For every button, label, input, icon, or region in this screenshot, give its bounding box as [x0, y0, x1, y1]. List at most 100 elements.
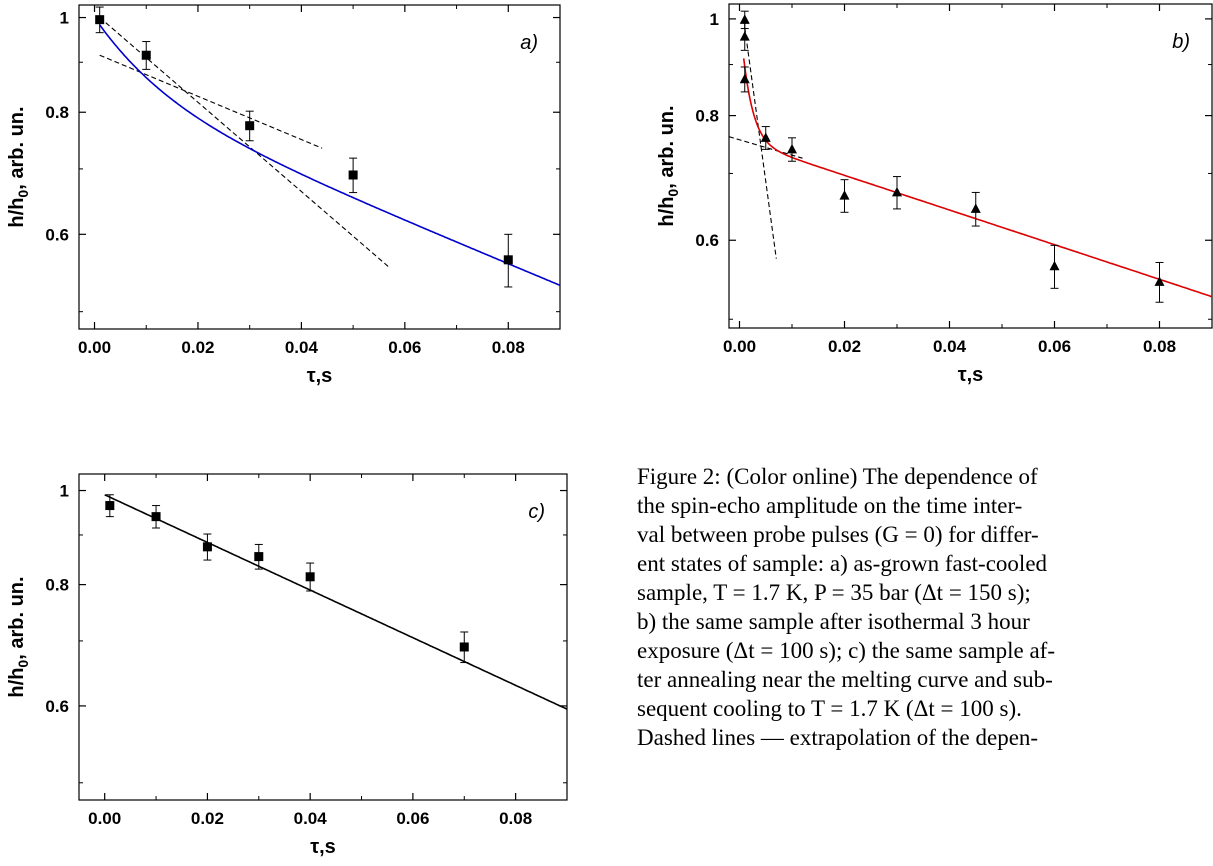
- data-point: [459, 631, 469, 664]
- x-tick-label: 0.04: [294, 809, 328, 828]
- square-marker: [245, 121, 255, 131]
- x-axis-label: τ,s: [958, 364, 984, 386]
- x-tick-label: 0.06: [396, 809, 429, 828]
- triangle-marker: [739, 14, 750, 24]
- square-marker: [95, 15, 105, 25]
- data-point: [348, 157, 358, 194]
- extrapolation-dashed-line: [99, 54, 323, 149]
- square-marker: [141, 50, 151, 60]
- x-axis-label: τ,s: [307, 365, 333, 387]
- plot-area: [95, 6, 560, 288]
- data-point: [787, 137, 797, 162]
- axes-frame: [78, 4, 561, 330]
- triangle-marker: [1154, 276, 1165, 286]
- y-axis-label: h/h0, arb. un.: [6, 576, 31, 697]
- square-marker: [151, 512, 161, 522]
- data-point: [1154, 261, 1165, 303]
- caption-line: ter annealing near the melting curve and…: [637, 667, 1053, 692]
- triangle-marker: [839, 190, 850, 200]
- data-point: [760, 126, 771, 150]
- data-point: [254, 543, 264, 570]
- data-point: [305, 562, 315, 592]
- triangle-marker: [970, 203, 981, 213]
- caption-line: the spin-echo amplitude on the time inte…: [637, 493, 1023, 518]
- caption-line: Figure 2: (Color online) The dependence …: [637, 464, 1038, 489]
- data-point: [141, 41, 151, 70]
- fit-curve: [99, 24, 560, 287]
- square-marker: [503, 255, 513, 265]
- axes-frame: [78, 473, 568, 801]
- data-point: [105, 494, 115, 518]
- y-tick-label: 0.6: [695, 231, 719, 250]
- x-tick-label: 0.04: [933, 337, 967, 356]
- triangle-marker: [739, 31, 750, 41]
- square-marker: [254, 552, 264, 562]
- plot-area: [729, 10, 1212, 303]
- x-tick-label: 0.00: [88, 809, 121, 828]
- y-tick-label: 0.8: [695, 107, 719, 126]
- data-point: [970, 191, 981, 227]
- triangle-marker: [1049, 260, 1060, 271]
- triangle-marker: [739, 73, 750, 84]
- caption-line: b) the same sample after isothermal 3 ho…: [637, 609, 1030, 634]
- y-tick-label: 0.6: [45, 697, 69, 716]
- caption-line: ent states of sample: a) as-grown fast-c…: [637, 551, 1048, 576]
- extrapolation-dashed-line: [744, 27, 777, 259]
- plot-area: [104, 494, 567, 710]
- x-tick-label: 0.08: [1143, 337, 1176, 356]
- data-point: [503, 233, 513, 288]
- y-tick-label: 1: [710, 10, 719, 29]
- triangle-marker: [760, 132, 771, 142]
- caption-line: sample, T = 1.7 K, P = 35 bar (Δt = 150 …: [637, 580, 1031, 605]
- x-tick-label: 0.08: [492, 338, 525, 357]
- y-axis-label: h/h0, arb. un.: [656, 105, 681, 226]
- y-tick-label: 0.8: [45, 576, 69, 595]
- fit-curve: [104, 494, 567, 710]
- data-point: [739, 66, 750, 93]
- axes-frame: [728, 3, 1213, 329]
- square-marker: [459, 642, 469, 652]
- y-axis-label: h/h0, arb. un.: [6, 106, 31, 227]
- triangle-marker: [787, 143, 797, 154]
- panel-label: a): [520, 32, 538, 54]
- x-tick-label: 0.02: [181, 338, 214, 357]
- data-point: [839, 179, 850, 213]
- caption-line: sequent cooling to T = 1.7 K (Δt = 100 s…: [637, 696, 1022, 721]
- panel-c: 0.00 0.02 0.04 0.06 0.08 0.6 0.8 1 τ,s h/h0, arb.…: [6, 473, 568, 858]
- caption-line: val between probe pulses (G = 0) for dif…: [637, 522, 1039, 547]
- panel-label: b): [1172, 31, 1190, 53]
- data-point: [1049, 244, 1060, 289]
- x-tick-label: 0.04: [285, 338, 319, 357]
- data-point: [245, 110, 255, 142]
- y-tick-label: 1: [60, 482, 69, 501]
- y-tick-label: 0.6: [45, 225, 69, 244]
- data-point: [95, 6, 105, 34]
- data-point: [151, 505, 161, 529]
- extrapolation-dashed-line: [729, 136, 803, 159]
- panel-label: c): [528, 501, 545, 523]
- fit-curve: [742, 58, 1212, 298]
- figure-caption: Figure 2: (Color online) The dependence …: [637, 462, 1213, 752]
- x-tick-label: 0.02: [191, 809, 224, 828]
- x-tick-label: 0.08: [499, 809, 532, 828]
- x-tick-label: 0.06: [1038, 337, 1071, 356]
- square-marker: [202, 542, 212, 552]
- y-tick-label: 1: [60, 9, 69, 28]
- panel-a: 0.00 0.02 0.04 0.06 0.08 0.6 0.8 1 τ,s h/h0, arb.…: [6, 4, 561, 387]
- x-tick-label: 0.00: [78, 338, 111, 357]
- caption-line: Dashed lines — extrapolation of the depe…: [637, 725, 1039, 750]
- caption-line: exposure (Δt = 100 s); c) the same sampl…: [637, 638, 1055, 663]
- square-marker: [305, 572, 315, 582]
- data-point: [202, 533, 212, 561]
- data-point: [739, 10, 750, 30]
- panel-b: 0.00 0.02 0.04 0.06 0.08 0.6 0.8 1 τ,s h/h0, arb.…: [656, 3, 1213, 386]
- x-tick-label: 0.02: [828, 337, 861, 356]
- x-tick-label: 0.06: [388, 338, 421, 357]
- data-point: [739, 22, 750, 51]
- square-marker: [105, 501, 115, 511]
- square-marker: [348, 170, 358, 180]
- y-tick-label: 0.8: [45, 103, 69, 122]
- data-point: [892, 176, 902, 210]
- x-axis-label: τ,s: [310, 836, 336, 858]
